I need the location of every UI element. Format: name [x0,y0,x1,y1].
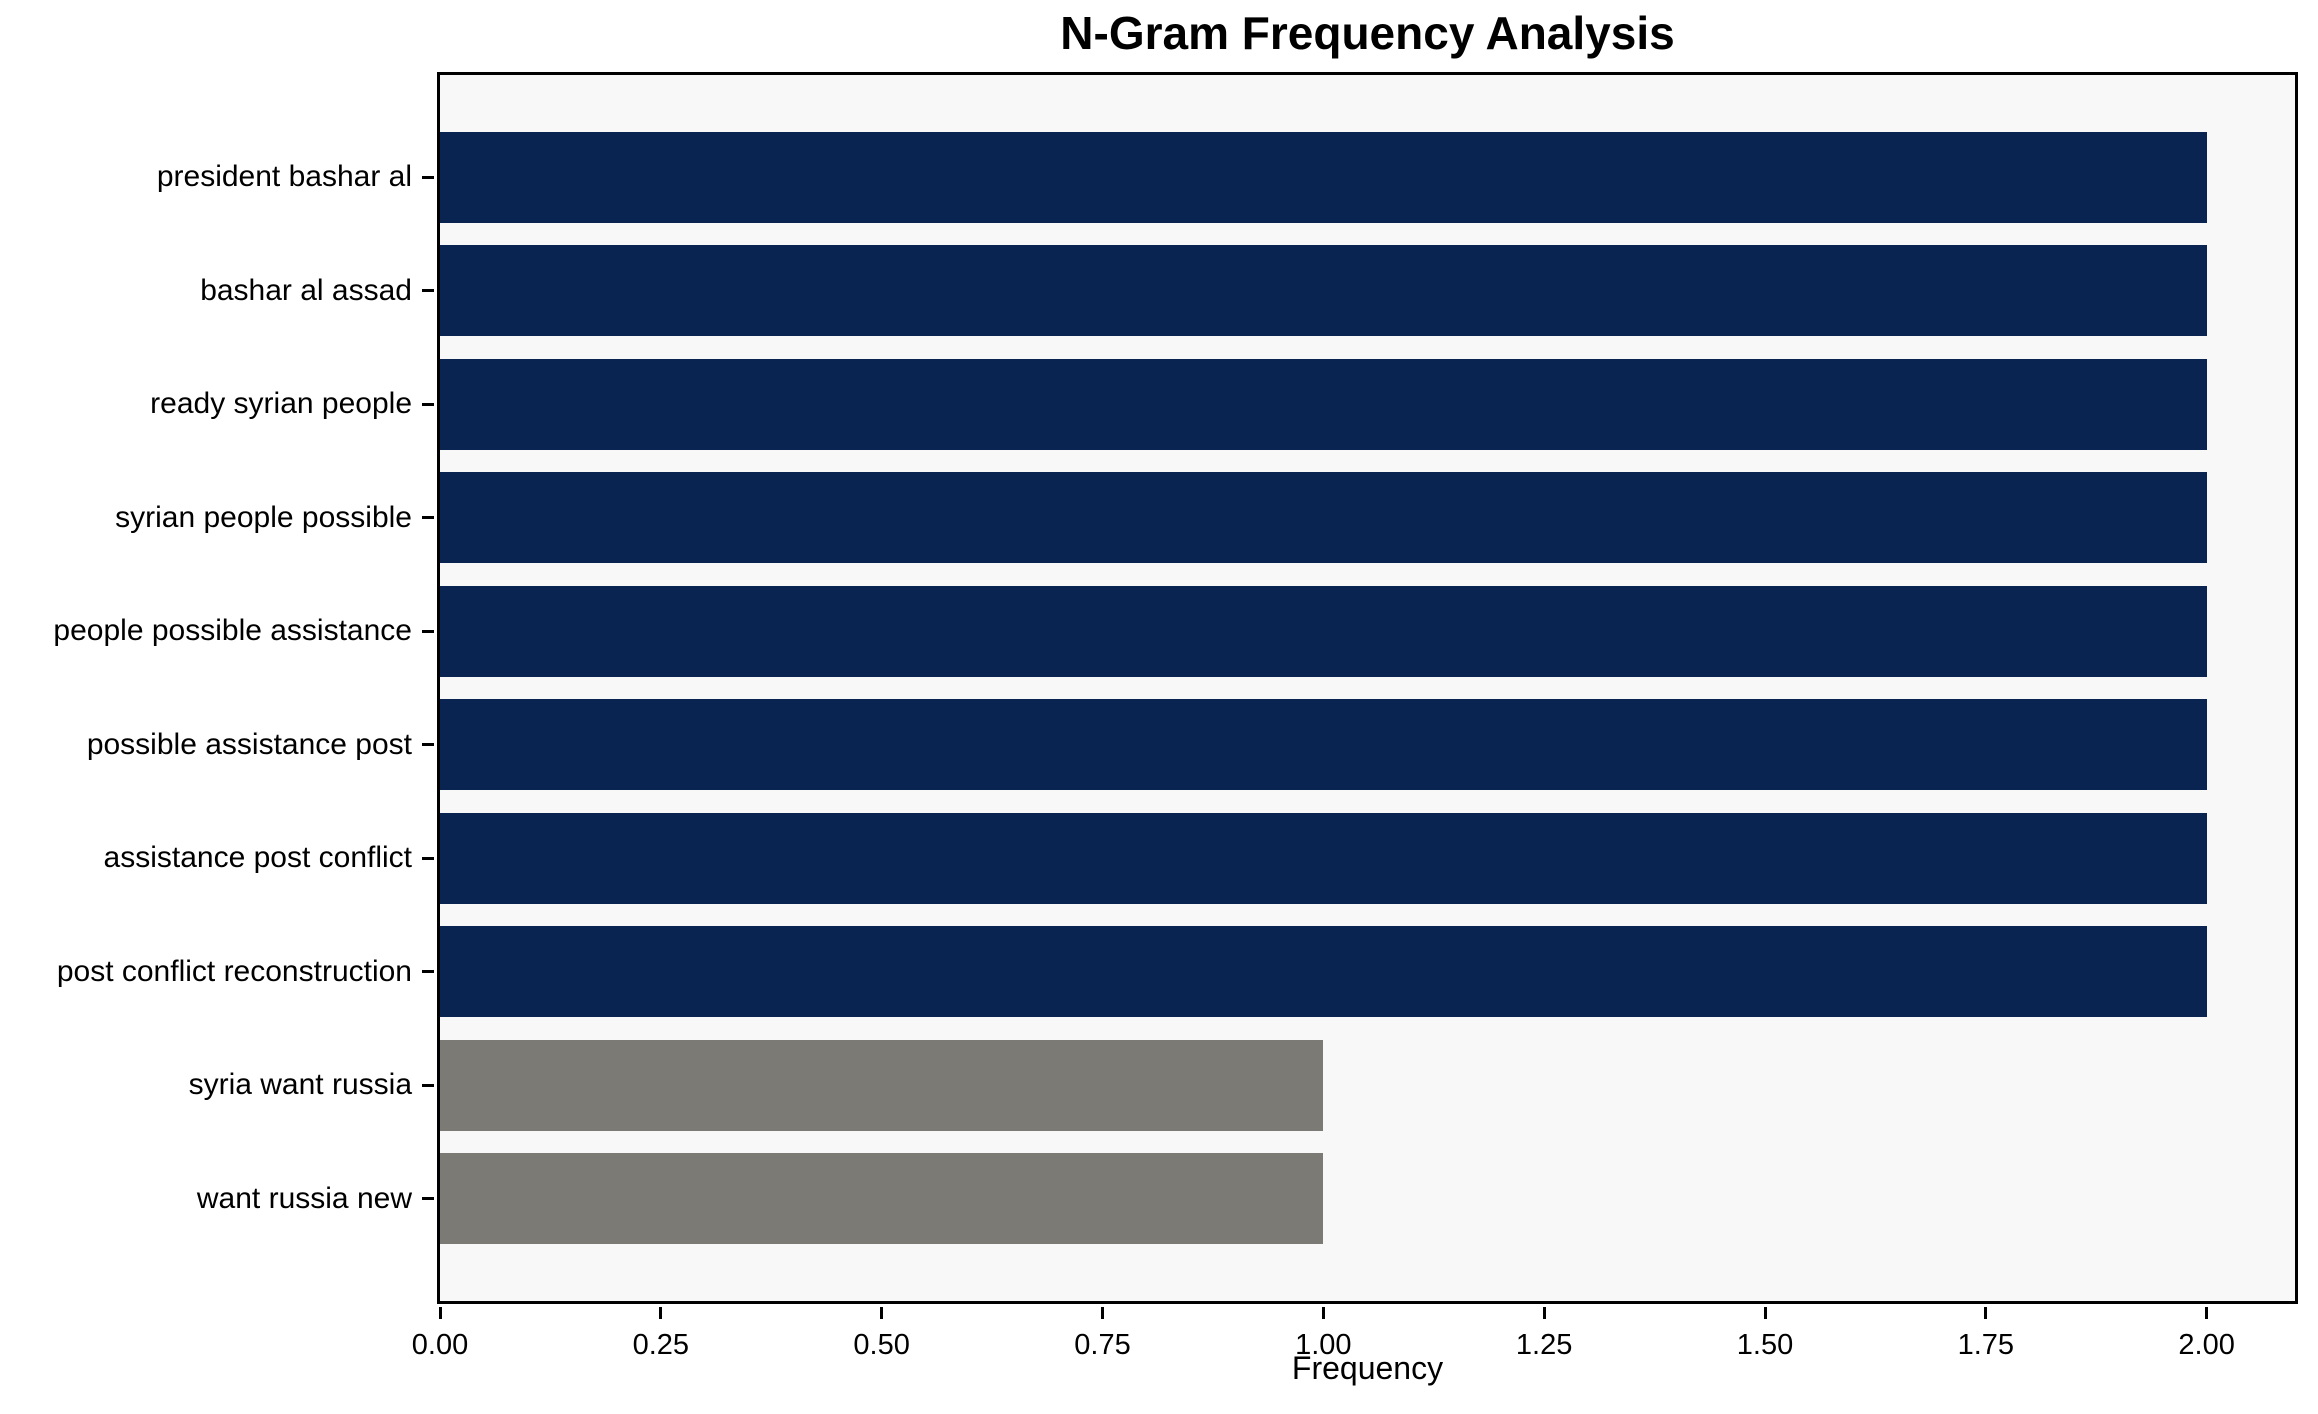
plot-area: president bashar al bashar al assad ready … [53,72,2298,1361]
y-tick-mark [422,1197,434,1201]
y-tick-mark [422,516,434,520]
y-tick-label-syria-want-russia: syria want russia [188,1068,412,1102]
y-tick-label-syrian-people-possible: syrian people possible [115,500,412,534]
x-tick-mark [880,1307,884,1319]
y-tick-label-ready-syrian-people: ready syrian people [150,387,412,421]
y-tick-mark [422,629,434,633]
y-tick-label-want-russia-new: want russia new [196,1181,412,1215]
bar-president-bashar-al [440,131,2207,223]
x-tick-label-0.00: 0.00 [411,1329,469,1361]
x-tick-mark [1542,1307,1546,1319]
y-tick-label-assistance-post-conflict: assistance post conflict [103,841,412,875]
x-tick-mark [2205,1307,2209,1319]
x-tick-mark [1321,1307,1325,1319]
chart-title: N-Gram Frequency Analysis [1060,7,1675,59]
x-tick-label-0.25: 0.25 [632,1329,690,1361]
x-tick-mark [1763,1307,1767,1319]
y-tick-label-possible-assistance-post: possible assistance post [86,727,412,761]
bar-want-russia-new [440,1153,1324,1245]
x-tick-label-1.25: 1.25 [1515,1329,1573,1361]
y-tick-label-post-conflict-reconstruction: post conflict reconstruction [56,954,412,988]
bar-possible-assistance-post [440,699,2207,791]
bar-bashar-al-assad [440,245,2207,337]
y-tick-mark [422,970,434,974]
bar-syria-want-russia [440,1039,1324,1131]
y-tick-label-people-possible-assistance: people possible assistance [53,614,412,648]
bar-people-possible-assistance [440,585,2207,677]
x-tick-label-0.75: 0.75 [1074,1329,1131,1361]
bar-assistance-post-conflict [440,812,2207,904]
x-tick-mark [438,1307,442,1319]
x-tick-label-1.75: 1.75 [1957,1329,2015,1361]
bar-ready-syrian-people [440,358,2207,450]
x-tick-label-1.00: 1.00 [1295,1329,1352,1361]
x-tick-mark [1101,1307,1104,1319]
y-tick-label-president-bashar-al: president bashar al [156,160,412,194]
y-tick-label-bashar-al-assad: bashar al assad [200,273,412,307]
x-tick-mark [1984,1307,1988,1319]
bar-post-conflict-reconstruction [440,926,2207,1018]
y-tick-mark [422,856,434,860]
x-tick-mark [659,1307,663,1319]
x-axis-label: Frequency [1291,1350,1444,1386]
x-tick-label-2.00: 2.00 [2178,1329,2235,1361]
y-tick-mark [422,743,434,747]
y-tick-mark [422,402,434,406]
y-tick-mark [422,175,434,179]
x-tick-label-0.50: 0.50 [853,1329,910,1361]
y-tick-mark [422,289,434,293]
x-tick-label-1.50: 1.50 [1736,1329,1794,1361]
y-tick-mark [422,1083,434,1087]
bar-syrian-people-possible [440,472,2207,564]
